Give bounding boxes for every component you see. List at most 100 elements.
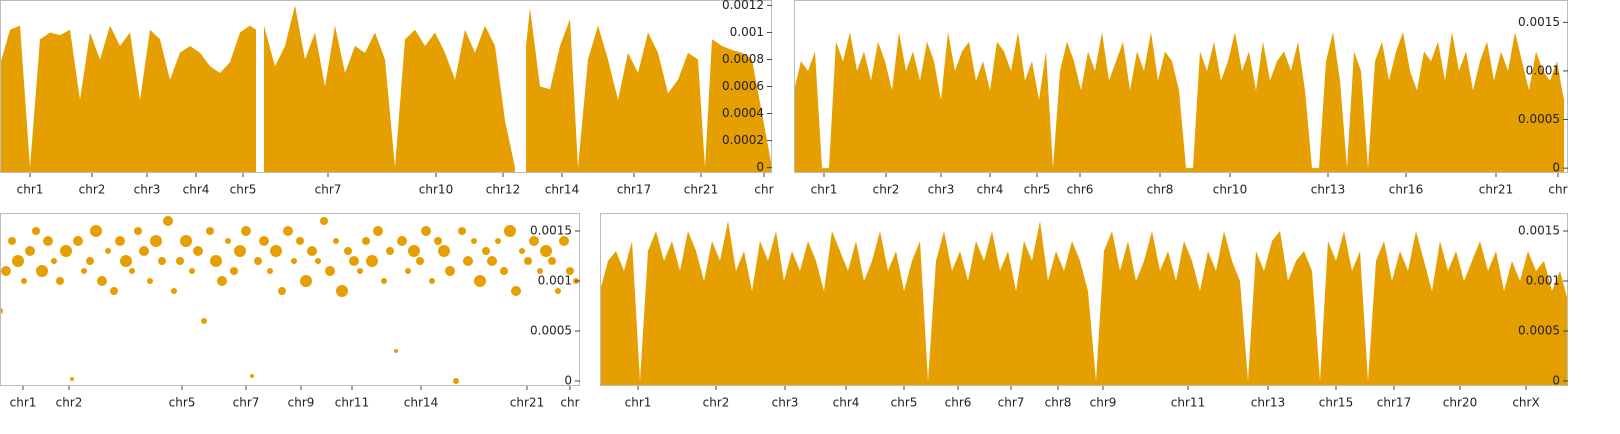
point (8, 237, 16, 245)
point (445, 266, 455, 276)
x-tick-label: chr21 (684, 183, 718, 197)
point (43, 236, 53, 246)
y-tick-label: 0.0012 (722, 0, 764, 12)
point (559, 236, 569, 246)
point (291, 258, 297, 264)
point (234, 245, 246, 257)
point (283, 226, 293, 236)
point (254, 257, 262, 265)
point (250, 374, 254, 378)
point (519, 248, 525, 254)
point (230, 267, 238, 275)
point (524, 257, 532, 265)
x-tick-label: chr4 (833, 396, 860, 410)
point (366, 255, 378, 267)
point (333, 238, 339, 244)
point (438, 245, 450, 257)
point (105, 248, 111, 254)
point (504, 225, 516, 237)
point (453, 378, 459, 384)
point (495, 238, 501, 244)
x-tick-label: chr20 (1443, 396, 1477, 410)
x-tick-label: chr11 (1171, 396, 1205, 410)
point (300, 275, 312, 287)
y-tick-label: 0 (1552, 161, 1560, 175)
y-tick-label: 0.0005 (1518, 112, 1560, 126)
x-tick-label: chr9 (288, 396, 315, 410)
y-tick-label: 0.001 (1526, 63, 1560, 77)
point (158, 257, 166, 265)
y-tick-label: 0.0002 (722, 133, 764, 147)
x-tick-label: chr14 (545, 183, 579, 197)
point (500, 267, 508, 275)
point (86, 257, 94, 265)
x-tick-label: chr5 (230, 183, 257, 197)
x-tick-label: chr1 (625, 396, 652, 410)
x-tick-label: chr13 (1311, 183, 1345, 197)
point (487, 256, 497, 266)
y-tick-label: 0.0015 (530, 224, 572, 238)
point (307, 246, 317, 256)
point (421, 226, 431, 236)
point (134, 227, 142, 235)
x-tick-label: chr21 (1479, 183, 1513, 197)
y-tick-label: 0.0006 (722, 79, 764, 93)
point (21, 278, 27, 284)
point (463, 256, 473, 266)
plot-frame (794, 0, 1568, 173)
point (267, 268, 273, 274)
x-tick-label: chr7 (998, 396, 1025, 410)
x-tick-label: chr1 (17, 183, 44, 197)
x-tick-label: chr3 (928, 183, 955, 197)
y-tick-label: 0 (756, 160, 764, 174)
y-tick-label: 0.0015 (1518, 224, 1560, 238)
point (270, 245, 282, 257)
point (189, 268, 195, 274)
point (60, 245, 72, 257)
point (408, 245, 420, 257)
x-tick-label: chr16 (1389, 183, 1423, 197)
point (529, 236, 539, 246)
point (217, 276, 227, 286)
x-tick-label: chr17 (617, 183, 651, 197)
x-tick-label: chr7 (315, 183, 342, 197)
x-tick-label: chr17 (1377, 396, 1411, 410)
point (206, 227, 214, 235)
point (566, 267, 574, 275)
x-tick-label: chr (754, 183, 773, 197)
point (147, 278, 153, 284)
point (315, 258, 321, 264)
point (511, 286, 521, 296)
point (201, 318, 207, 324)
x-tick-label: chr15 (1319, 396, 1353, 410)
x-tick-label: chr13 (1251, 396, 1285, 410)
x-tick-label: chr6 (945, 396, 972, 410)
point (90, 225, 102, 237)
point (32, 227, 40, 235)
point (555, 288, 561, 294)
x-tick-label: chr14 (404, 396, 438, 410)
point (193, 246, 203, 256)
point (171, 288, 177, 294)
x-tick-label: chr2 (873, 183, 900, 197)
point (540, 245, 552, 257)
x-tick-label: chr (1548, 183, 1567, 197)
y-tick-label: 0 (564, 374, 572, 388)
point (115, 236, 125, 246)
point (81, 268, 87, 274)
y-tick-label: 0.0005 (530, 324, 572, 338)
point (241, 226, 251, 236)
point (139, 246, 149, 256)
point (278, 287, 286, 295)
y-tick-label: 0 (1552, 374, 1560, 388)
point (296, 237, 304, 245)
x-tick-label: chr7 (233, 396, 260, 410)
x-tick-label: chr4 (977, 183, 1004, 197)
point (416, 257, 424, 265)
area (794, 32, 1564, 174)
point (394, 349, 398, 353)
point (362, 237, 370, 245)
point (176, 257, 184, 265)
point (129, 268, 135, 274)
x-tick-label: chr1 (811, 183, 838, 197)
